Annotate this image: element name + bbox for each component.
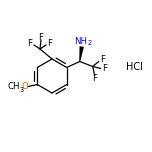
Text: 3: 3 <box>19 87 23 93</box>
Text: F: F <box>92 74 97 83</box>
Text: CH: CH <box>7 82 19 91</box>
Text: 2: 2 <box>88 40 92 46</box>
Text: F: F <box>102 64 107 73</box>
Text: F: F <box>100 55 105 64</box>
Polygon shape <box>79 46 84 62</box>
Text: F: F <box>28 38 33 47</box>
Text: NH: NH <box>74 36 87 45</box>
Text: F: F <box>38 33 43 41</box>
Text: HCl: HCl <box>126 62 142 72</box>
Text: O: O <box>22 82 29 91</box>
Text: F: F <box>47 38 52 47</box>
